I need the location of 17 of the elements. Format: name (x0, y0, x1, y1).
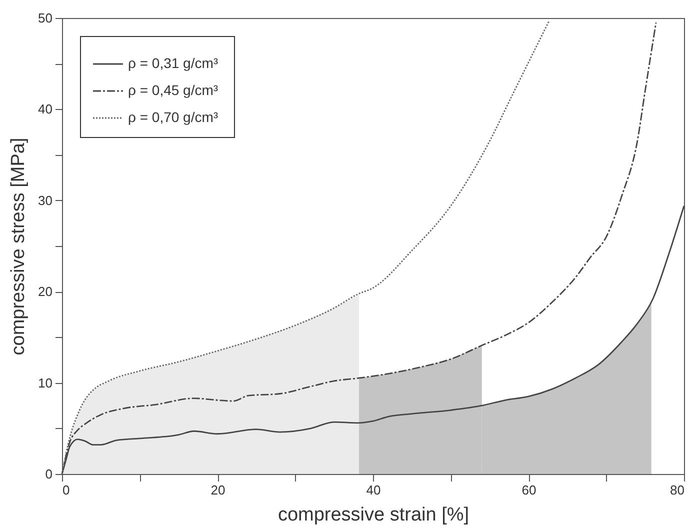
x-tick-label: 60 (522, 482, 536, 498)
y-axis-title: compressive stress [MPa] (8, 138, 30, 356)
y-tick-label: 0 (45, 466, 52, 482)
legend-label: ρ = 0,31 g/cm³ (128, 55, 218, 71)
line-series (61, 20, 550, 475)
x-tick-label: 20 (210, 482, 226, 498)
y-tick-label: 20 (38, 284, 52, 300)
x-axis-title: compressive strain [%] (278, 504, 470, 526)
y-tick-label: 40 (38, 102, 52, 117)
x-tick-label: 0 (62, 482, 70, 498)
y-tick-label: 30 (38, 192, 52, 208)
legend-label: ρ = 0,70 g/cm³ (128, 109, 218, 125)
x-tick-label: 40 (366, 482, 381, 498)
legend-label: ρ = 0,45 g/cm³ (128, 82, 218, 98)
y-tick-label: 10 (38, 375, 52, 390)
y-tick-label: 50 (38, 10, 52, 26)
x-tick-label: 80 (670, 482, 684, 498)
